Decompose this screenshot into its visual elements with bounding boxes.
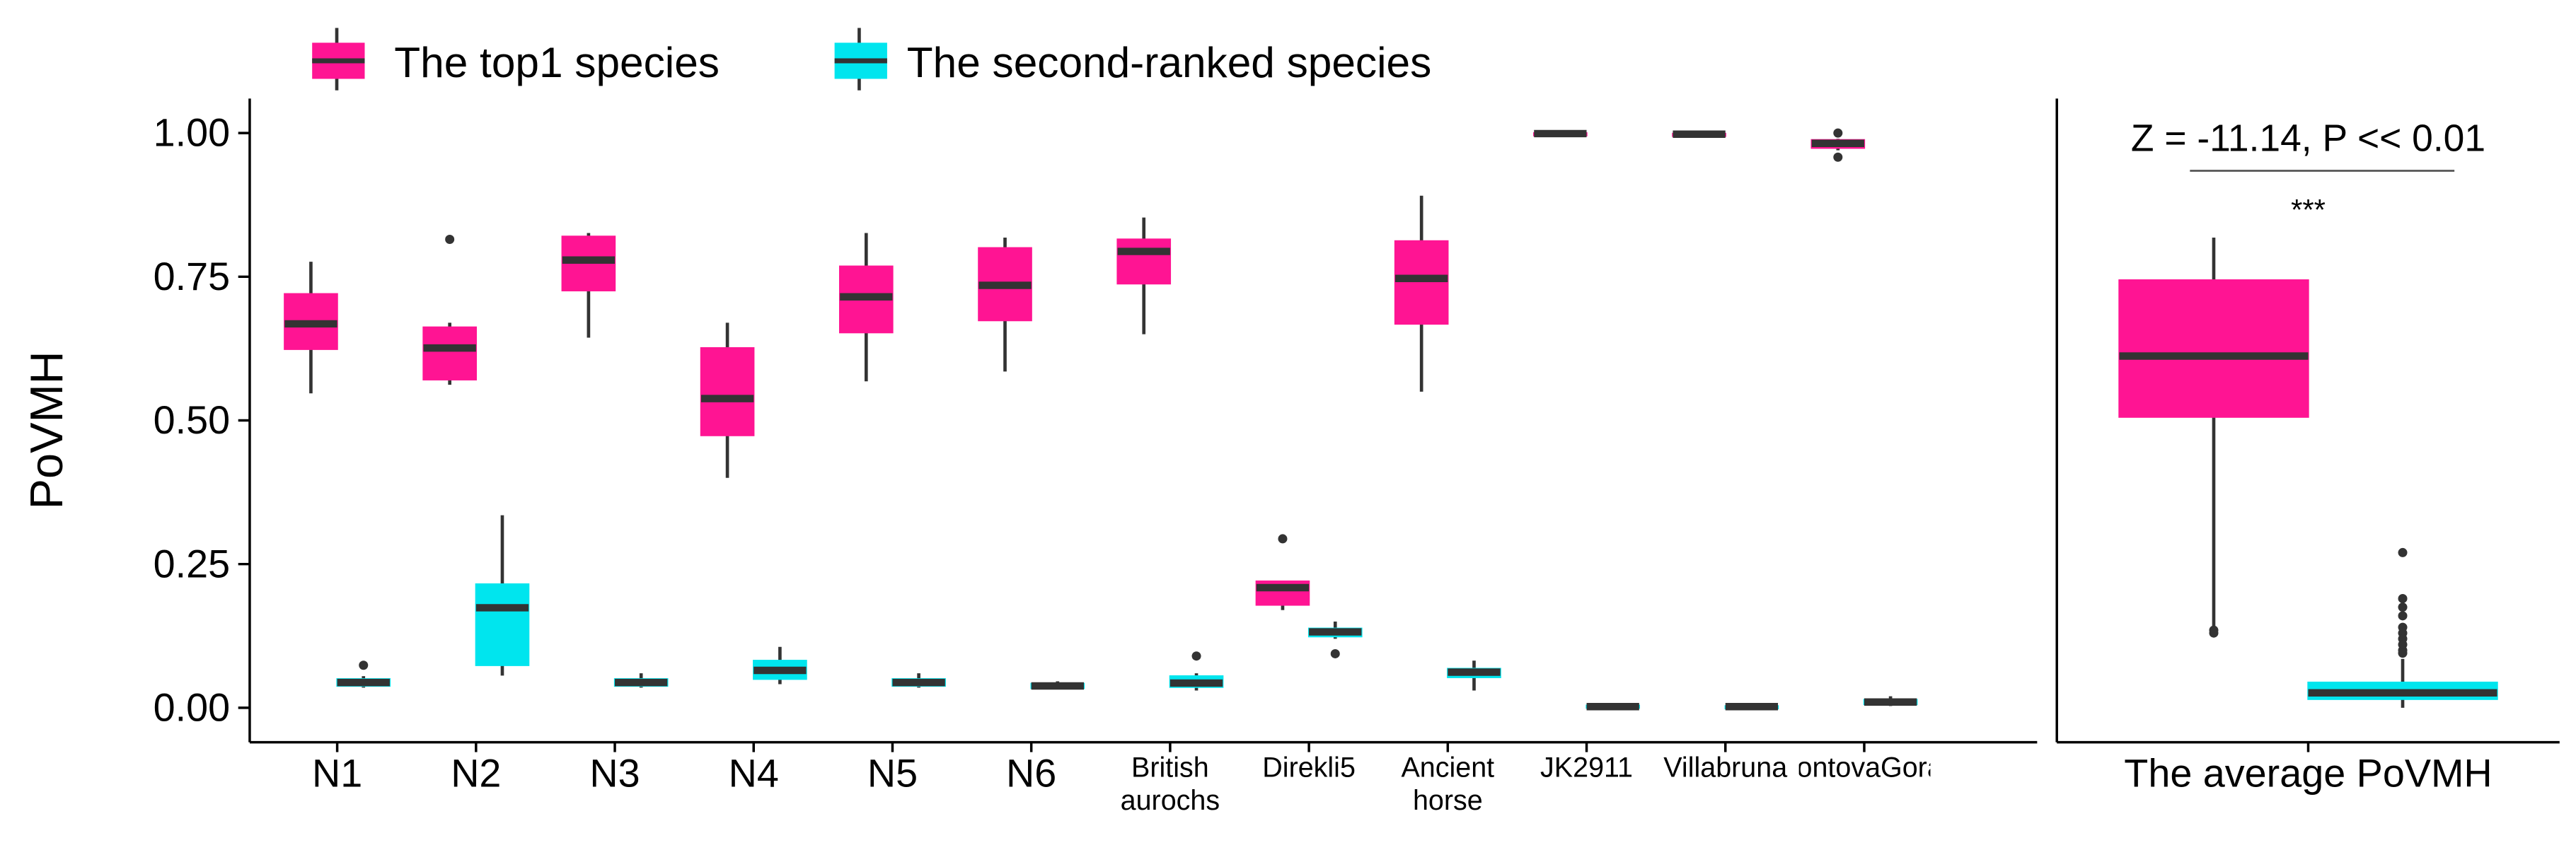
x-tick-label: Ancient horse bbox=[1382, 752, 1513, 850]
x-tick-label-text: Direkli5 bbox=[1262, 752, 1356, 784]
x-tick-label: AfontovaGora3 bbox=[1798, 752, 1930, 850]
outlier bbox=[359, 660, 369, 670]
x-tick-label-box: Villabruna bbox=[1660, 752, 1791, 850]
box bbox=[1394, 240, 1449, 325]
legend-label: The second-ranked species bbox=[907, 38, 1431, 86]
outlier bbox=[1191, 651, 1201, 661]
outlier bbox=[2209, 628, 2219, 638]
x-tick-label: Direkli5 bbox=[1243, 752, 1375, 850]
x-tick-label-box: N4 bbox=[688, 752, 819, 850]
x-tick-label-text: N1 bbox=[311, 752, 363, 797]
legend-label: The top1 species bbox=[394, 38, 720, 86]
x-tick-label-box: The average PoVMH bbox=[2062, 752, 2555, 850]
x-tick-label-text: Villabruna bbox=[1663, 752, 1788, 784]
x-tick-label-text: N4 bbox=[728, 752, 779, 797]
x-tick-label-text: N3 bbox=[589, 752, 640, 797]
outlier bbox=[2398, 602, 2408, 612]
x-tick-label: N6 bbox=[966, 752, 1097, 850]
y-tick-label: 0.75 bbox=[154, 255, 230, 298]
x-tick-label-text: N5 bbox=[867, 752, 918, 797]
x-tick-label-box: N3 bbox=[549, 752, 681, 850]
outlier bbox=[1833, 152, 1843, 162]
x-tick-label-text: British aurochs bbox=[1120, 752, 1220, 816]
x-tick-label-box: Ancient horse bbox=[1382, 752, 1513, 850]
y-tick-label: 0.25 bbox=[154, 542, 230, 586]
x-tick-label: JK2911 bbox=[1521, 752, 1653, 850]
x-tick-label-box: Direkli5 bbox=[1243, 752, 1375, 850]
box bbox=[422, 326, 477, 380]
x-tick-label-box: N6 bbox=[966, 752, 1097, 850]
outlier bbox=[2398, 593, 2408, 603]
x-tick-label: Villabruna bbox=[1660, 752, 1791, 850]
x-tick-label-box: JK2911 bbox=[1521, 752, 1653, 850]
box bbox=[2118, 279, 2309, 418]
outlier bbox=[2398, 648, 2408, 658]
y-tick-label: 1.00 bbox=[154, 111, 230, 155]
annotation: Z = -11.14, P << 0.01 bbox=[2131, 118, 2485, 160]
x-tick-label: The average PoVMH bbox=[2062, 752, 2555, 850]
x-tick-label: N4 bbox=[688, 752, 819, 850]
x-tick-label-text: JK2911 bbox=[1540, 752, 1634, 784]
x-tick-label-text: N2 bbox=[451, 752, 502, 797]
outlier bbox=[1833, 128, 1843, 138]
significance: *** bbox=[2291, 193, 2326, 226]
y-tick-label: 0.50 bbox=[154, 398, 230, 442]
x-tick-label: British aurochs bbox=[1104, 752, 1236, 850]
x-tick-label-box: British aurochs bbox=[1104, 752, 1236, 850]
x-tick-label-box: N2 bbox=[410, 752, 542, 850]
outlier bbox=[445, 234, 455, 244]
box bbox=[475, 583, 530, 666]
y-tick-label: 0.00 bbox=[154, 685, 230, 729]
y-axis-title: PoVMH bbox=[21, 351, 72, 509]
x-tick-label: N2 bbox=[410, 752, 542, 850]
x-tick-label-text: Ancient horse bbox=[1401, 752, 1495, 816]
box bbox=[1116, 238, 1172, 285]
outlier bbox=[1278, 534, 1288, 544]
x-tick-label-text: AfontovaGora3 bbox=[1798, 752, 1930, 784]
x-tick-label-box: N5 bbox=[827, 752, 959, 850]
x-tick-label-text: N6 bbox=[1006, 752, 1057, 797]
x-tick-label-text: The average PoVMH bbox=[2124, 752, 2493, 797]
box bbox=[700, 347, 755, 436]
x-tick-label-box: N1 bbox=[272, 752, 403, 850]
x-tick-label: N3 bbox=[549, 752, 681, 850]
outlier bbox=[2398, 547, 2408, 557]
x-tick-label-box: AfontovaGora3 bbox=[1798, 752, 1930, 850]
outlier bbox=[1330, 648, 1340, 658]
x-tick-label: N1 bbox=[272, 752, 403, 850]
outlier bbox=[2398, 611, 2408, 621]
x-tick-label: N5 bbox=[827, 752, 959, 850]
